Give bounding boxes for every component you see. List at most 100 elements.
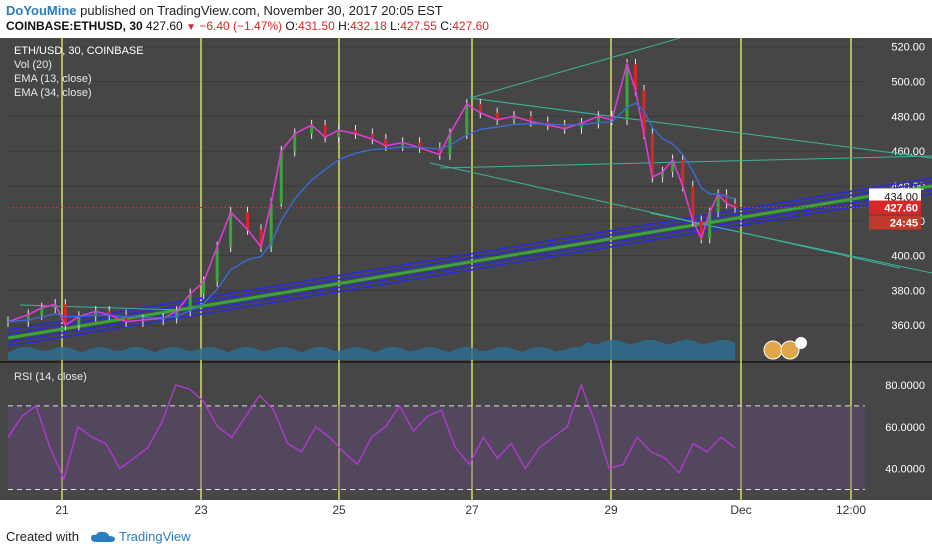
rsi-tick-label: 40.0000 bbox=[885, 464, 925, 476]
price-chart[interactable]: 360.00380.00400.00420.00440.00460.00480.… bbox=[0, 37, 932, 524]
close-value: 427.60 bbox=[452, 19, 489, 33]
candle-body bbox=[725, 194, 729, 204]
price-tick-label: 380.00 bbox=[891, 285, 925, 297]
tradingview-cloud-icon bbox=[91, 531, 115, 542]
candle-body bbox=[681, 159, 685, 186]
low-value: 427.55 bbox=[400, 19, 437, 33]
candle-body bbox=[370, 133, 374, 139]
created-with-text: Created with bbox=[6, 529, 79, 544]
rsi-band-fill bbox=[8, 405, 865, 490]
candle-body bbox=[596, 116, 600, 124]
candle-body bbox=[107, 311, 111, 315]
candle-body bbox=[438, 147, 442, 155]
candle-body bbox=[716, 194, 720, 213]
high-label: H: bbox=[338, 19, 351, 33]
ohlc-line: COINBASE:ETHUSD, 30 427.60 ▼ −6.40 (−1.4… bbox=[6, 19, 489, 33]
candle-body bbox=[323, 125, 327, 138]
tradingview-brand[interactable]: TradingView bbox=[119, 529, 191, 544]
candle-body bbox=[246, 212, 250, 230]
candle-body bbox=[448, 133, 452, 155]
last-price-tag bbox=[869, 200, 921, 215]
publish-line: DoYouMine published on TradingView.com, … bbox=[6, 3, 443, 18]
teal-trendline bbox=[439, 155, 932, 169]
open-value: 431.50 bbox=[298, 19, 335, 33]
candle-body bbox=[671, 159, 675, 173]
last-price: 427.60 bbox=[146, 19, 183, 33]
candle-body bbox=[40, 307, 44, 315]
candle-body bbox=[546, 121, 550, 126]
candle-body bbox=[6, 321, 10, 323]
price-tick-label: 500.00 bbox=[891, 77, 925, 89]
candle-body bbox=[691, 185, 695, 221]
chart-area[interactable]: 360.00380.00400.00420.00440.00460.00480.… bbox=[0, 37, 932, 524]
author-link[interactable]: DoYouMine bbox=[6, 3, 77, 18]
candle-body bbox=[660, 172, 664, 178]
countdown-label: 24:45 bbox=[890, 218, 918, 230]
open-label: O: bbox=[285, 19, 299, 33]
candle-body bbox=[188, 293, 192, 312]
candle-body bbox=[708, 212, 712, 239]
candle-body bbox=[418, 142, 422, 148]
candle-body bbox=[580, 123, 584, 129]
candle-body bbox=[512, 116, 516, 120]
candle-body bbox=[529, 116, 533, 122]
time-tick-label: 21 bbox=[55, 503, 69, 517]
time-tick-label: 29 bbox=[604, 503, 618, 517]
teal-trendline bbox=[469, 97, 932, 159]
teal-trendline bbox=[649, 212, 932, 274]
event-count-badge bbox=[795, 337, 807, 349]
candle-body bbox=[63, 304, 67, 326]
legend-entry: EMA (34, close) bbox=[14, 87, 92, 99]
candle-body bbox=[650, 133, 654, 178]
teal-trendline bbox=[429, 162, 901, 269]
candle-body bbox=[94, 311, 98, 317]
published-text: published on TradingView.com, November 3… bbox=[80, 3, 443, 18]
down-triangle-icon: ▼ bbox=[186, 22, 196, 33]
time-tick-label: 27 bbox=[465, 503, 479, 517]
candle-body bbox=[733, 203, 737, 208]
footer: Created with TradingView bbox=[0, 524, 932, 550]
event-flag-icon bbox=[780, 340, 800, 360]
rsi-line bbox=[7, 382, 736, 482]
candle-body bbox=[478, 104, 482, 113]
candle-body bbox=[401, 142, 405, 146]
candle-body bbox=[259, 229, 263, 247]
candle-body bbox=[465, 104, 469, 134]
candle-body bbox=[633, 64, 637, 91]
countdown-tag bbox=[869, 215, 921, 230]
candle-body bbox=[77, 316, 81, 326]
candle-body bbox=[279, 151, 283, 204]
candle-body bbox=[293, 133, 297, 152]
ema-13-line bbox=[7, 61, 736, 327]
time-tick-label: 23 bbox=[194, 503, 208, 517]
rsi-tick-label: 60.0000 bbox=[885, 422, 925, 434]
symbol-label: COINBASE:ETHUSD, 30 bbox=[6, 19, 143, 33]
candle-body bbox=[269, 203, 273, 247]
candle-body bbox=[161, 318, 165, 320]
chart-header: DoYouMine published on TradingView.com, … bbox=[0, 0, 932, 38]
rsi-tick-label: 80.0000 bbox=[885, 380, 925, 392]
candle-body bbox=[310, 125, 314, 134]
candle-body bbox=[202, 281, 206, 294]
high-value: 432.18 bbox=[350, 19, 387, 33]
price-tick-label: 520.00 bbox=[891, 42, 925, 54]
candle-body bbox=[495, 112, 499, 120]
ema-34-line bbox=[7, 102, 736, 323]
price-tick-label: 400.00 bbox=[891, 251, 925, 263]
rsi-title: RSI (14, close) bbox=[14, 371, 87, 383]
trend-channel-line bbox=[7, 189, 932, 343]
candle-body bbox=[563, 125, 567, 129]
time-tick-label: Dec bbox=[730, 503, 751, 517]
price-tick-label: 460.00 bbox=[891, 146, 925, 158]
level-tag-label: 434.00 bbox=[884, 191, 918, 203]
candle-body bbox=[384, 138, 388, 146]
low-label: L: bbox=[390, 19, 401, 33]
trend-channel-line bbox=[7, 184, 932, 340]
price-tick-label: 360.00 bbox=[891, 320, 925, 332]
volume-area bbox=[8, 339, 735, 360]
candle-body bbox=[124, 314, 128, 322]
time-axis-background bbox=[0, 500, 932, 524]
candle-body bbox=[353, 130, 357, 134]
trend-channel-lower bbox=[7, 193, 932, 347]
legend-entry: Vol (20) bbox=[14, 59, 52, 71]
